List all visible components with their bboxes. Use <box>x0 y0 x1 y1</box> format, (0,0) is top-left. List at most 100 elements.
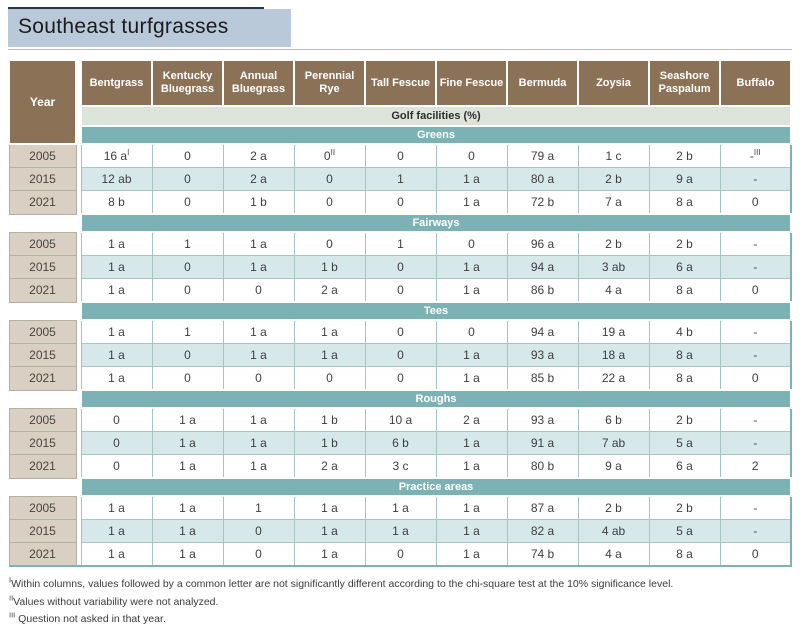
data-cell: 2 a <box>222 143 295 168</box>
data-cell: 91 a <box>506 431 579 455</box>
data-cell: 0 <box>293 190 366 215</box>
data-cell: 4 a <box>577 542 650 567</box>
data-cell: 0 <box>364 366 437 391</box>
data-cell: 79 a <box>506 143 579 168</box>
data-cell: 1 a <box>151 454 224 479</box>
data-cell: 1 a <box>435 167 508 191</box>
data-cell: 8 a <box>648 366 721 391</box>
footnote-2: IIValues without variability were not an… <box>9 594 800 612</box>
data-cell: 0 <box>435 319 508 344</box>
data-cell: 0 <box>151 278 224 303</box>
data-cell: 2 a <box>293 454 366 479</box>
data-cell: 1 a <box>435 278 508 303</box>
footnote-text: Within columns, values followed by a com… <box>11 578 674 590</box>
data-cell: 2 a <box>222 167 295 191</box>
data-cell: 0 <box>222 278 295 303</box>
data-cell: 1 a <box>435 190 508 215</box>
data-cell: 12 ab <box>80 167 153 191</box>
data-cell: 1 a <box>151 542 224 567</box>
data-cell: 3 c <box>364 454 437 479</box>
column-gap <box>76 255 81 279</box>
year-column-gap <box>9 214 76 232</box>
footnote-text: Values without variability were not anal… <box>13 595 219 608</box>
column-gap <box>76 431 81 455</box>
data-cell: 1 <box>151 319 224 344</box>
data-cell: 1 a <box>151 495 224 520</box>
data-cell: 1 a <box>80 231 153 256</box>
data-cell: 0 <box>719 542 792 567</box>
year-cell: 2015 <box>8 167 77 191</box>
data-cell: 0 <box>151 190 224 215</box>
data-cell: - <box>719 231 792 256</box>
year-cell: 2005 <box>8 231 77 256</box>
data-cell: 1 a <box>80 319 153 344</box>
footnote-marker: III <box>9 610 16 620</box>
column-gap <box>76 408 81 432</box>
data-cell: 93 a <box>506 343 579 367</box>
data-cell: 22 a <box>577 366 650 391</box>
section-header: Greens <box>80 125 792 145</box>
data-cell: 18 a <box>577 343 650 367</box>
facilities-header: Golf facilities (%) <box>80 105 792 127</box>
year-cell: 2021 <box>8 454 77 479</box>
data-cell: 6 b <box>364 431 437 455</box>
data-cell: 3 ab <box>577 255 650 279</box>
data-cell: - <box>719 519 792 543</box>
data-cell: 2 b <box>577 231 650 256</box>
column-gap <box>76 60 81 144</box>
title-top-rule <box>8 7 264 9</box>
column-header: Seashore Paspalum <box>648 59 721 107</box>
data-cell: - <box>719 495 792 520</box>
data-cell: 10 a <box>364 407 437 432</box>
data-cell: 1 a <box>222 431 295 455</box>
data-cell: 8 b <box>80 190 153 215</box>
data-cell: 1 a <box>80 519 153 543</box>
data-cell: 93 a <box>506 407 579 432</box>
data-cell: 0 <box>364 143 437 168</box>
column-gap <box>76 190 81 214</box>
data-cell: 4 b <box>648 319 721 344</box>
header-row: Year Bentgrass Kentucky Bluegrass Annual Bl… <box>8 59 792 145</box>
data-cell: 8 a <box>648 278 721 303</box>
data-cell: 8 a <box>648 343 721 367</box>
data-cell: 2 b <box>577 495 650 520</box>
section-row: Tees <box>9 301 792 321</box>
data-cell: 1 a <box>293 542 366 567</box>
facilities-row: Golf facilities (%) <box>9 105 792 127</box>
year-cell: 2021 <box>8 542 77 567</box>
data-cell: 1 a <box>151 519 224 543</box>
data-cell: 1 a <box>435 519 508 543</box>
data-cell: 96 a <box>506 231 579 256</box>
column-gap <box>76 519 81 543</box>
section-header: Tees <box>80 301 792 321</box>
data-cell: 80 b <box>506 454 579 479</box>
column-header: Tall Fescue <box>364 59 437 107</box>
section-row: Practice areas <box>9 477 792 497</box>
column-gap <box>76 144 81 168</box>
data-cell: 7 ab <box>577 431 650 455</box>
data-cell: - <box>719 407 792 432</box>
column-header-year: Year <box>8 59 77 145</box>
section-row: Roughs <box>9 389 792 409</box>
column-gap <box>76 167 81 191</box>
data-cell: 0 <box>364 255 437 279</box>
data-cell: 0 <box>364 343 437 367</box>
column-gap <box>76 496 81 520</box>
data-cell: 6 a <box>648 255 721 279</box>
data-cell: 0 <box>151 255 224 279</box>
column-header: Fine Fescue <box>435 59 508 107</box>
data-cell: 1 a <box>435 454 508 479</box>
data-cell: 1 a <box>293 519 366 543</box>
year-cell: 2005 <box>8 495 77 520</box>
section-header: Roughs <box>80 389 792 409</box>
data-cell: 74 b <box>506 542 579 567</box>
data-cell: 94 a <box>506 255 579 279</box>
column-gap <box>76 478 81 496</box>
data-cell: 0 <box>151 366 224 391</box>
data-cell: -III <box>719 143 792 168</box>
data-cell: 2 b <box>648 231 721 256</box>
